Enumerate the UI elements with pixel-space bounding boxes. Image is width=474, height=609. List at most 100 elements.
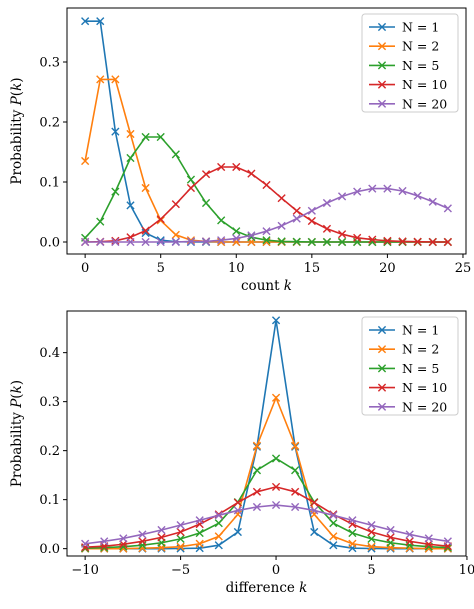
data-point: [156, 237, 165, 247]
data-point: [353, 187, 362, 196]
legend-box: [361, 13, 459, 113]
data-point: [111, 187, 120, 196]
x-tick-label: 5: [157, 261, 165, 276]
series-n-10: [81, 162, 452, 247]
data-point: [428, 237, 437, 247]
data-point: [119, 534, 128, 543]
y-tick-label: 0.3: [39, 56, 60, 71]
plot-frame: [66, 310, 467, 557]
legend-marker: [377, 364, 387, 373]
data-point: [96, 217, 105, 226]
legend-entry: N = 5: [369, 58, 439, 73]
series-line: [85, 395, 448, 550]
data-point: [337, 237, 347, 247]
data-point: [156, 216, 165, 225]
data-point: [398, 237, 407, 246]
legend-marker: [377, 99, 387, 108]
y-axis-label: Probability P(k): [9, 380, 25, 487]
data-point: [329, 541, 338, 550]
y-tick-label: 0.2: [39, 444, 60, 459]
data-point: [329, 519, 338, 528]
data-point: [232, 227, 241, 236]
data-point: [292, 206, 301, 215]
data-point: [195, 516, 204, 525]
legend-marker: [377, 383, 387, 392]
legend-label: N = 10: [402, 77, 447, 92]
legend-entry: N = 20: [369, 399, 447, 414]
data-point: [271, 454, 281, 463]
data-point: [368, 235, 377, 244]
data-point: [141, 226, 150, 235]
data-point: [383, 237, 392, 247]
x-tick-label: 0: [81, 261, 89, 276]
data-point: [252, 466, 262, 475]
y-tick-label: 0.3: [39, 395, 60, 410]
data-point: [141, 132, 150, 142]
data-point: [322, 224, 332, 233]
legend-marker: [377, 42, 387, 51]
y-tick-label: 0.1: [39, 176, 60, 191]
data-point: [171, 200, 180, 209]
x-axis-label-var: k: [299, 580, 307, 596]
x-axis-label: count k: [241, 278, 292, 294]
x-axis-label-var: k: [284, 278, 292, 294]
x-axis-label-text: count: [241, 278, 284, 294]
data-point: [201, 170, 211, 179]
data-point: [81, 237, 90, 247]
data-point: [367, 521, 376, 530]
data-point: [271, 393, 281, 402]
data-point: [252, 502, 262, 512]
legend-entry: N = 10: [369, 77, 447, 92]
y-tick-label: 0.4: [39, 346, 60, 361]
legend-label: N = 5: [402, 361, 439, 376]
series-line: [85, 486, 448, 548]
legend-box: [361, 316, 459, 416]
data-point: [262, 227, 271, 236]
y-axis-label-var: P: [9, 398, 25, 409]
data-point: [277, 194, 286, 203]
x-tick-label: 25: [455, 261, 472, 276]
data-point: [329, 532, 338, 541]
data-point: [233, 498, 242, 507]
data-point: [348, 539, 357, 548]
legend-label: N = 20: [402, 96, 447, 111]
data-point: [291, 441, 300, 450]
data-point: [383, 184, 392, 193]
data-point: [217, 236, 226, 245]
data-point: [310, 527, 319, 537]
data-point: [367, 534, 376, 543]
legend-marker: [377, 345, 387, 354]
data-point: [292, 237, 301, 246]
data-point: [81, 543, 90, 552]
y-axis-label-close: ): [9, 77, 25, 82]
data-point: [386, 533, 395, 542]
legend-marker: [377, 22, 387, 32]
data-point: [217, 162, 226, 172]
data-point: [201, 237, 211, 246]
data-point: [81, 539, 90, 548]
x-tick-label: 20: [379, 261, 396, 276]
data-point: [126, 129, 135, 139]
data-point: [247, 169, 256, 178]
data-point: [217, 216, 226, 225]
legend-entry: N = 1: [369, 20, 439, 35]
data-point: [81, 17, 90, 26]
data-point: [195, 539, 204, 548]
data-point: [252, 487, 262, 496]
legend-marker: [377, 61, 387, 70]
data-point: [214, 519, 223, 528]
series-n-20: [81, 500, 452, 548]
y-axis-label-text: Probability: [9, 408, 25, 487]
data-point: [81, 156, 90, 166]
data-point: [322, 237, 332, 247]
legend-label: N = 10: [402, 380, 447, 395]
legend-entry: N = 20: [369, 96, 447, 111]
data-point: [271, 316, 281, 325]
data-point: [138, 530, 147, 539]
legend-entry: N = 1: [369, 323, 439, 338]
data-point: [141, 183, 150, 193]
series-n-5: [81, 454, 452, 553]
data-point: [126, 237, 135, 247]
